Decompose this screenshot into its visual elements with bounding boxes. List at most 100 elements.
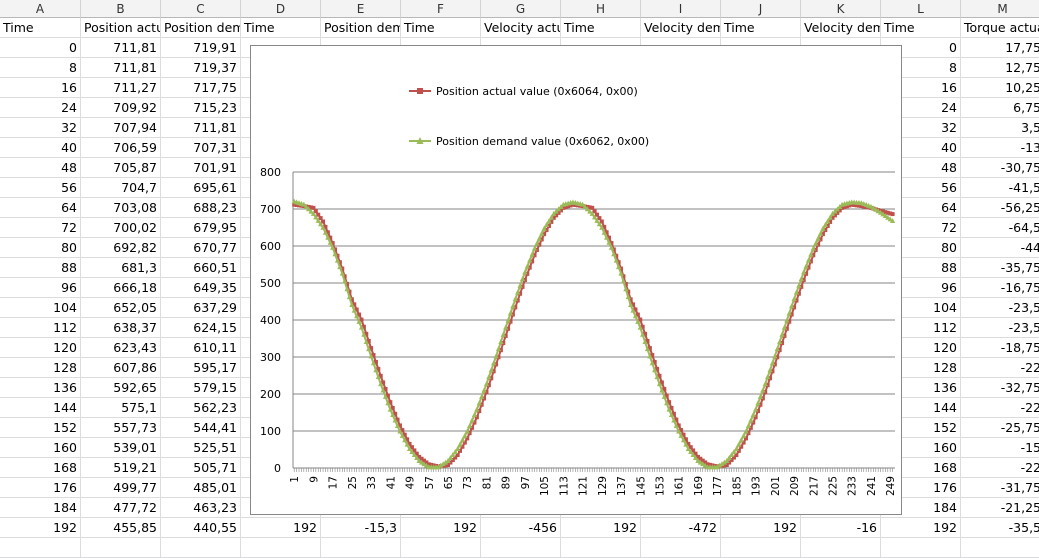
cell-C11[interactable]: 679,95 bbox=[161, 218, 241, 238]
header-cell-C[interactable]: Position demand value bbox=[161, 18, 241, 38]
cell-M6[interactable]: 3,5 bbox=[961, 118, 1039, 138]
cell-D27[interactable] bbox=[241, 538, 321, 558]
cell-L10[interactable]: 64 bbox=[881, 198, 961, 218]
cell-B20[interactable]: 575,1 bbox=[81, 398, 161, 418]
cell-C13[interactable]: 660,51 bbox=[161, 258, 241, 278]
cell-M2[interactable]: 17,75 bbox=[961, 38, 1039, 58]
header-cell-I[interactable]: Velocity demand value bbox=[641, 18, 721, 38]
cell-M15[interactable]: -23,5 bbox=[961, 298, 1039, 318]
cell-M5[interactable]: 6,75 bbox=[961, 98, 1039, 118]
cell-C16[interactable]: 624,15 bbox=[161, 318, 241, 338]
cell-C12[interactable]: 670,77 bbox=[161, 238, 241, 258]
cell-C25[interactable]: 463,23 bbox=[161, 498, 241, 518]
cell-M20[interactable]: -22 bbox=[961, 398, 1039, 418]
cell-L17[interactable]: 120 bbox=[881, 338, 961, 358]
cell-A19[interactable]: 136 bbox=[0, 378, 81, 398]
header-cell-K[interactable]: Velocity demand value bbox=[801, 18, 881, 38]
cell-L4[interactable]: 16 bbox=[881, 78, 961, 98]
cell-L16[interactable]: 112 bbox=[881, 318, 961, 338]
cell-L5[interactable]: 24 bbox=[881, 98, 961, 118]
header-cell-D[interactable]: Time bbox=[241, 18, 321, 38]
cell-B2[interactable]: 711,81 bbox=[81, 38, 161, 58]
cell-M13[interactable]: -35,75 bbox=[961, 258, 1039, 278]
cell-M27[interactable] bbox=[961, 538, 1039, 558]
cell-B15[interactable]: 652,05 bbox=[81, 298, 161, 318]
cell-A8[interactable]: 48 bbox=[0, 158, 81, 178]
cell-B11[interactable]: 700,02 bbox=[81, 218, 161, 238]
cell-L21[interactable]: 152 bbox=[881, 418, 961, 438]
column-header-E[interactable]: E bbox=[321, 0, 401, 18]
cell-L14[interactable]: 96 bbox=[881, 278, 961, 298]
cell-I26[interactable]: -472 bbox=[641, 518, 721, 538]
cell-A6[interactable]: 32 bbox=[0, 118, 81, 138]
cell-C10[interactable]: 688,23 bbox=[161, 198, 241, 218]
cell-M22[interactable]: -15 bbox=[961, 438, 1039, 458]
column-header-G[interactable]: G bbox=[481, 0, 561, 18]
cell-A17[interactable]: 120 bbox=[0, 338, 81, 358]
header-cell-J[interactable]: Time bbox=[721, 18, 801, 38]
cell-C17[interactable]: 610,11 bbox=[161, 338, 241, 358]
cell-E27[interactable] bbox=[321, 538, 401, 558]
cell-A12[interactable]: 80 bbox=[0, 238, 81, 258]
cell-L18[interactable]: 128 bbox=[881, 358, 961, 378]
cell-C19[interactable]: 579,15 bbox=[161, 378, 241, 398]
cell-L25[interactable]: 184 bbox=[881, 498, 961, 518]
cell-A23[interactable]: 168 bbox=[0, 458, 81, 478]
column-header-B[interactable]: B bbox=[81, 0, 161, 18]
cell-L27[interactable] bbox=[881, 538, 961, 558]
cell-M12[interactable]: -44 bbox=[961, 238, 1039, 258]
cell-M9[interactable]: -41,5 bbox=[961, 178, 1039, 198]
cell-A7[interactable]: 40 bbox=[0, 138, 81, 158]
cell-M21[interactable]: -25,75 bbox=[961, 418, 1039, 438]
column-header-K[interactable]: K bbox=[801, 0, 881, 18]
header-cell-L[interactable]: Time bbox=[881, 18, 961, 38]
cell-B26[interactable]: 455,85 bbox=[81, 518, 161, 538]
cell-B9[interactable]: 704,7 bbox=[81, 178, 161, 198]
cell-L22[interactable]: 160 bbox=[881, 438, 961, 458]
cell-L8[interactable]: 48 bbox=[881, 158, 961, 178]
column-header-A[interactable]: A bbox=[0, 0, 81, 18]
cell-A20[interactable]: 144 bbox=[0, 398, 81, 418]
cell-C18[interactable]: 595,17 bbox=[161, 358, 241, 378]
cell-G26[interactable]: -456 bbox=[481, 518, 561, 538]
column-header-D[interactable]: D bbox=[241, 0, 321, 18]
cell-F27[interactable] bbox=[401, 538, 481, 558]
cell-M25[interactable]: -21,25 bbox=[961, 498, 1039, 518]
cell-A5[interactable]: 24 bbox=[0, 98, 81, 118]
cell-M17[interactable]: -18,75 bbox=[961, 338, 1039, 358]
cell-M16[interactable]: -23,5 bbox=[961, 318, 1039, 338]
cell-K26[interactable]: -16 bbox=[801, 518, 881, 538]
cell-H27[interactable] bbox=[561, 538, 641, 558]
cell-A2[interactable]: 0 bbox=[0, 38, 81, 58]
cell-C20[interactable]: 562,23 bbox=[161, 398, 241, 418]
cell-G27[interactable] bbox=[481, 538, 561, 558]
cell-A14[interactable]: 96 bbox=[0, 278, 81, 298]
cell-B24[interactable]: 499,77 bbox=[81, 478, 161, 498]
cell-C21[interactable]: 544,41 bbox=[161, 418, 241, 438]
cell-B21[interactable]: 557,73 bbox=[81, 418, 161, 438]
cell-L24[interactable]: 176 bbox=[881, 478, 961, 498]
cell-L12[interactable]: 80 bbox=[881, 238, 961, 258]
cell-C14[interactable]: 649,35 bbox=[161, 278, 241, 298]
cell-M14[interactable]: -16,75 bbox=[961, 278, 1039, 298]
cell-A13[interactable]: 88 bbox=[0, 258, 81, 278]
cell-A24[interactable]: 176 bbox=[0, 478, 81, 498]
cell-B16[interactable]: 638,37 bbox=[81, 318, 161, 338]
cell-B19[interactable]: 592,65 bbox=[81, 378, 161, 398]
cell-M11[interactable]: -64,5 bbox=[961, 218, 1039, 238]
cell-J26[interactable]: 192 bbox=[721, 518, 801, 538]
cell-B22[interactable]: 539,01 bbox=[81, 438, 161, 458]
cell-K27[interactable] bbox=[801, 538, 881, 558]
header-cell-A[interactable]: Time bbox=[0, 18, 81, 38]
header-cell-M[interactable]: Torque actual value bbox=[961, 18, 1039, 38]
cell-D26[interactable]: 192 bbox=[241, 518, 321, 538]
cell-M8[interactable]: -30,75 bbox=[961, 158, 1039, 178]
cell-L11[interactable]: 72 bbox=[881, 218, 961, 238]
cell-B3[interactable]: 711,81 bbox=[81, 58, 161, 78]
cell-B12[interactable]: 692,82 bbox=[81, 238, 161, 258]
column-header-I[interactable]: I bbox=[641, 0, 721, 18]
cell-A18[interactable]: 128 bbox=[0, 358, 81, 378]
position-chart[interactable]: 0 100 200 300 400 500 600 700 800 1 9 17 25 33 41 49 57 6… bbox=[250, 45, 902, 515]
cell-I27[interactable] bbox=[641, 538, 721, 558]
cell-C24[interactable]: 485,01 bbox=[161, 478, 241, 498]
